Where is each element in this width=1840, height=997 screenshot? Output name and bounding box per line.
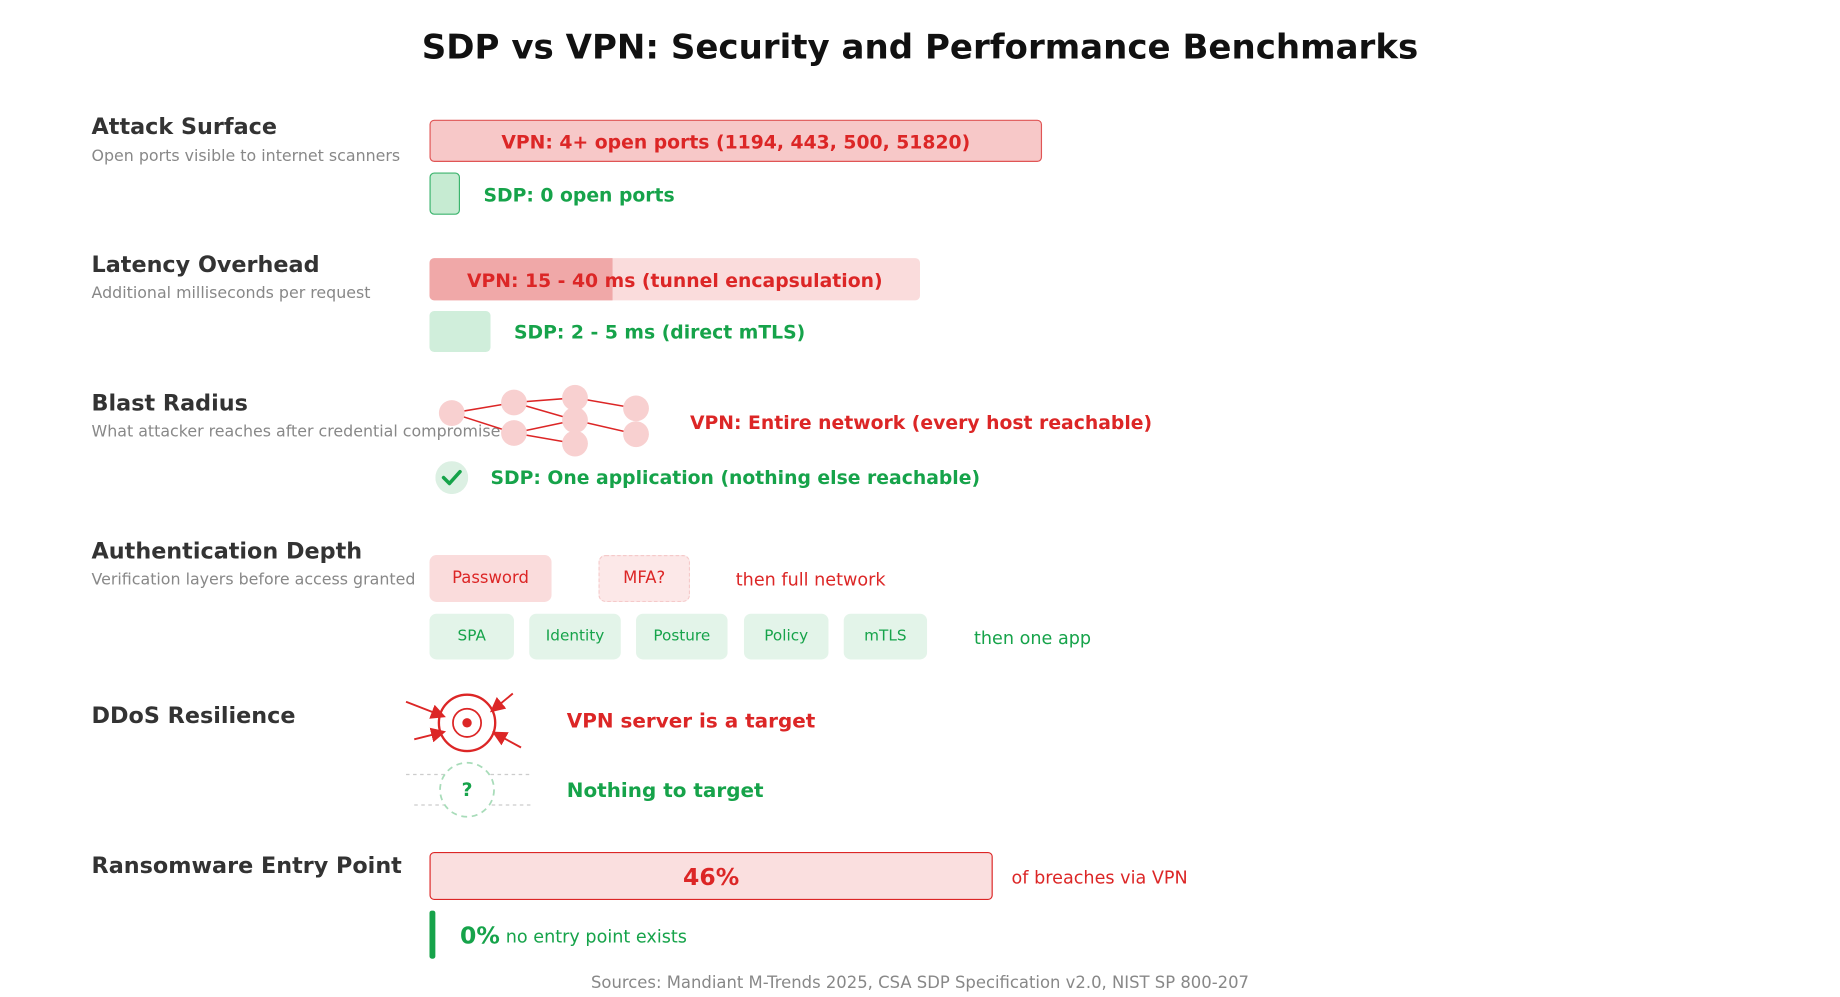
check-icon — [435, 461, 469, 495]
vpn-ransomware-value: 46% — [683, 862, 740, 891]
sdp-ransomware-value: 0% — [460, 921, 500, 950]
network-graph-icon — [438, 384, 649, 457]
auth-step-posture: Posture — [636, 613, 728, 660]
auth-step-policy: Policy — [743, 613, 829, 660]
ddos-sdp-text: Nothing to target — [566, 779, 764, 803]
ddos-vpn-text: VPN server is a target — [566, 709, 816, 734]
ransomware-label: Ransomware Entry Point — [91, 853, 402, 879]
question-glyph: ? — [461, 778, 473, 801]
target-icon — [405, 692, 522, 753]
vpn-latency-text: VPN: 15 - 40 ms (tunnel encapsulation) — [466, 269, 883, 292]
sdp-latency-text: SDP: 2 - 5 ms (direct mTLS) — [513, 320, 806, 344]
attack-surface-sub: Open ports visible to internet scanners — [91, 146, 401, 166]
sdp-latency-bar — [429, 310, 491, 353]
sources: Sources: Mandiant M-Trends 2025, CSA SDP… — [590, 973, 1250, 993]
blast-label: Blast Radius — [91, 390, 248, 417]
question-icon — [406, 761, 531, 818]
vpn-ports-bar — [429, 119, 1043, 162]
ddos-label: DDoS Resilience — [91, 702, 296, 729]
auth-label: Authentication Depth — [91, 538, 363, 565]
sdp-ports-text: SDP: 0 open ports — [483, 183, 675, 206]
auth-step-mfa: MFA? — [598, 555, 691, 602]
auth-sdp-result: then one app — [973, 627, 1092, 649]
sdp-ports-bar — [429, 172, 461, 215]
auth-step-spa: SPA — [429, 613, 514, 660]
auth-sub: Verification layers before access grante… — [91, 570, 416, 590]
sdp-blast-text: SDP: One application (nothing else reach… — [490, 466, 981, 489]
vpn-ransomware-bar — [429, 851, 993, 901]
blast-sub: What attacker reaches after credential c… — [91, 422, 501, 442]
auth-vpn-result: then full network — [735, 569, 886, 591]
auth-step-password: Password — [429, 555, 552, 602]
vpn-ransomware-text: of breaches via VPN — [1011, 867, 1188, 889]
page-title: SDP vs VPN: Security and Performance Ben… — [421, 26, 1419, 67]
latency-label: Latency Overhead — [91, 252, 320, 279]
auth-step-identity: Identity — [529, 613, 621, 660]
vpn-ports-text: VPN: 4+ open ports (1194, 443, 500, 5182… — [501, 130, 971, 154]
auth-step-mtls: mTLS — [843, 613, 928, 660]
sdp-ransomware-bar — [429, 910, 436, 959]
latency-sub: Additional milliseconds per request — [91, 283, 371, 303]
vpn-latency-min-bar — [429, 258, 613, 301]
attack-surface-label: Attack Surface — [91, 113, 277, 140]
vpn-blast-text: VPN: Entire network (every host reachabl… — [690, 411, 1153, 434]
sdp-ransomware-text: no entry point exists — [505, 925, 687, 947]
